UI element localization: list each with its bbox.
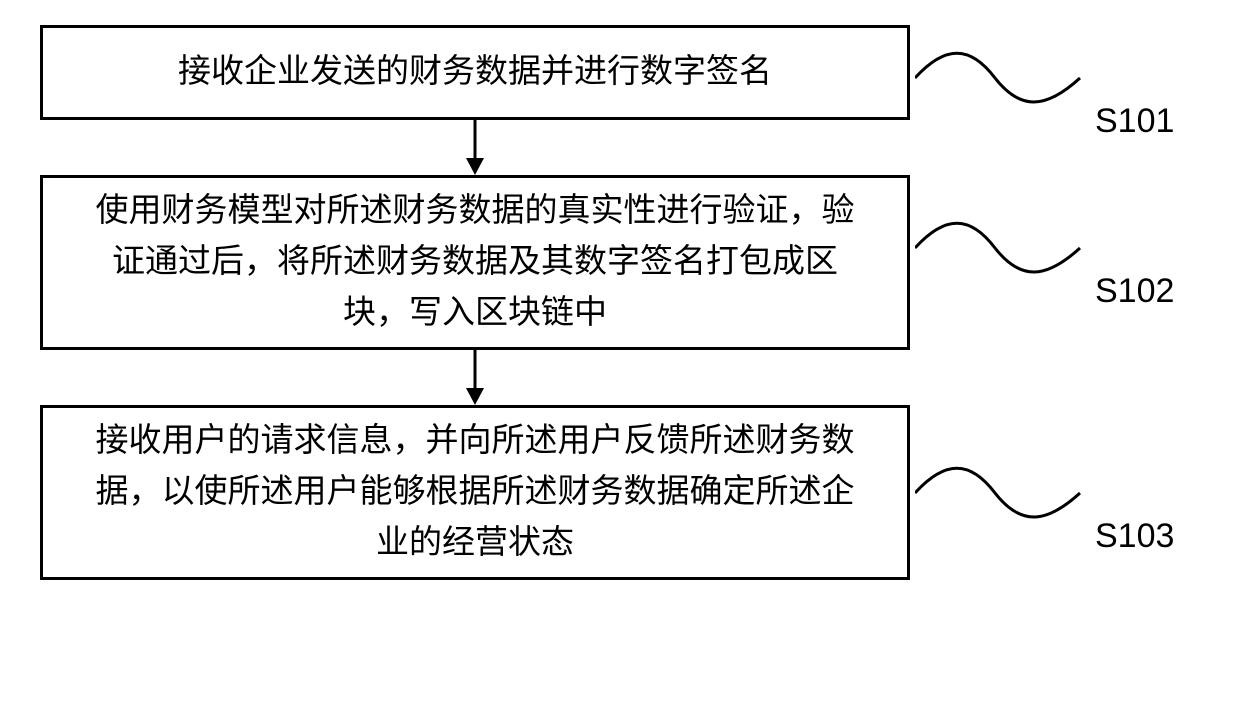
wave-connector-icon <box>915 40 1085 120</box>
arrow-s101-s102 <box>40 120 910 175</box>
arrow-icon <box>460 350 490 405</box>
step-label-s101: S101 <box>1095 102 1174 141</box>
arrow-icon <box>460 120 490 175</box>
step-label-s103: S103 <box>1095 517 1174 556</box>
wave-connector-icon <box>915 455 1085 535</box>
step-text-s103: 接收用户的请求信息，并向所述用户反馈所述财务数据，以使所述用户能够根据所述财务数… <box>83 416 867 569</box>
step-box-s103: 接收用户的请求信息，并向所述用户反馈所述财务数据，以使所述用户能够根据所述财务数… <box>40 405 910 580</box>
flowchart-container: 接收企业发送的财务数据并进行数字签名 使用财务模型对所述财务数据的真实性进行验证… <box>40 25 1200 580</box>
arrow-s102-s103 <box>40 350 910 405</box>
connector-s103: S103 <box>915 455 1085 535</box>
step-box-s102: 使用财务模型对所述财务数据的真实性进行验证，验证通过后，将所述财务数据及其数字签… <box>40 175 910 350</box>
connector-s101: S101 <box>915 40 1085 120</box>
step-text-s101: 接收企业发送的财务数据并进行数字签名 <box>178 47 772 98</box>
step-box-s101: 接收企业发送的财务数据并进行数字签名 <box>40 25 910 120</box>
step-label-s102: S102 <box>1095 272 1174 311</box>
step-text-s102: 使用财务模型对所述财务数据的真实性进行验证，验证通过后，将所述财务数据及其数字签… <box>83 186 867 339</box>
wave-connector-icon <box>915 210 1085 290</box>
connector-s102: S102 <box>915 210 1085 290</box>
